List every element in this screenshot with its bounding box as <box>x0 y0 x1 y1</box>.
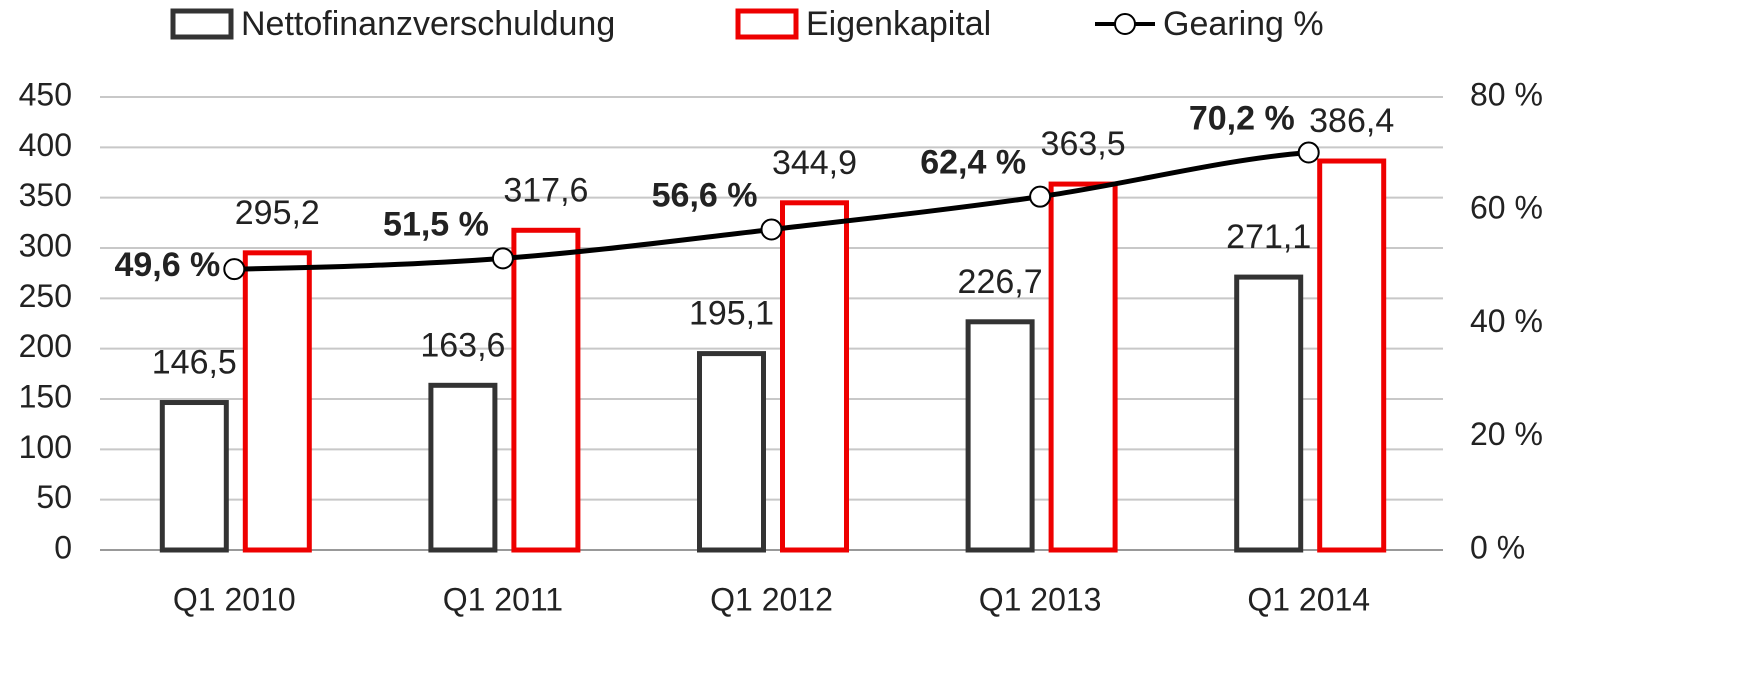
bar <box>1234 274 1304 553</box>
data-label: 70,2 % <box>1189 99 1295 137</box>
y2-tick-label: 80 % <box>1470 76 1543 112</box>
y-tick-label: 50 <box>36 479 72 515</box>
data-label: 163,6 <box>420 326 505 364</box>
y2-tick-label: 0 % <box>1470 529 1525 565</box>
bar <box>965 319 1035 553</box>
data-label: 49,6 % <box>114 246 220 284</box>
y-tick-label: 200 <box>19 328 72 364</box>
x-tick-label: Q1 2013 <box>979 581 1102 617</box>
y-tick-label: 150 <box>19 378 72 414</box>
y-tick-label: 300 <box>19 227 72 263</box>
legend-label: Nettofinanzverschuldung <box>241 5 615 43</box>
x-tick-label: Q1 2010 <box>173 581 296 617</box>
bar <box>159 400 229 553</box>
line-marker <box>1029 185 1052 208</box>
y-tick-label: 350 <box>19 177 72 213</box>
data-label: 295,2 <box>235 194 320 232</box>
y-tick-label: 250 <box>19 278 72 314</box>
y2-tick-label: 40 % <box>1470 303 1543 339</box>
data-label: 195,1 <box>689 295 774 333</box>
y-tick-label: 450 <box>19 76 72 112</box>
bar <box>428 382 498 553</box>
y-tick-label: 400 <box>19 127 72 163</box>
y2-tick-label: 60 % <box>1470 190 1543 226</box>
bar <box>242 250 312 553</box>
y2-tick-label: 20 % <box>1470 416 1543 452</box>
data-label: 317,6 <box>503 171 588 209</box>
y-tick-label: 0 <box>54 529 72 565</box>
y-tick-label: 100 <box>19 429 72 465</box>
bar <box>1048 181 1118 553</box>
data-label: 146,5 <box>152 344 237 382</box>
line-marker <box>760 218 783 241</box>
line-marker <box>491 247 514 270</box>
data-label: 344,9 <box>772 144 857 182</box>
legend-marker <box>1114 13 1136 35</box>
data-label: 51,5 % <box>383 205 489 243</box>
data-label: 56,6 % <box>652 176 758 214</box>
line-marker <box>223 258 246 281</box>
bar <box>511 227 581 553</box>
bar <box>697 351 766 553</box>
legend-label: Gearing % <box>1163 5 1324 43</box>
x-tick-label: Q1 2014 <box>1247 581 1370 617</box>
data-label: 386,4 <box>1309 102 1394 140</box>
bar <box>1317 158 1387 553</box>
line-marker <box>1297 141 1320 164</box>
legend-label: Eigenkapital <box>806 5 991 43</box>
data-label: 271,1 <box>1226 218 1311 256</box>
x-tick-label: Q1 2012 <box>710 581 833 617</box>
legend-swatch <box>735 8 799 40</box>
legend-swatch <box>170 8 234 40</box>
data-label: 226,7 <box>958 263 1043 301</box>
bar <box>780 200 849 553</box>
x-tick-label: Q1 2011 <box>443 581 563 617</box>
data-label: 363,5 <box>1041 125 1126 163</box>
data-label: 62,4 % <box>920 144 1026 182</box>
